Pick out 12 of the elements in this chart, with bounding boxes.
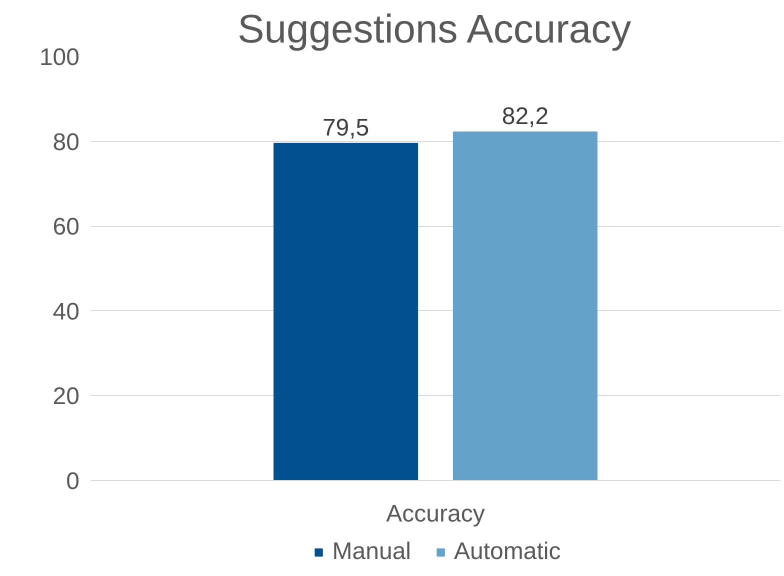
- y-tick-label: 80: [52, 128, 80, 156]
- legend-label: Automatic: [454, 538, 561, 566]
- data-label: 82,2: [502, 102, 549, 130]
- y-tick-label: 20: [52, 383, 80, 410]
- legend-label: Manual: [332, 538, 411, 566]
- y-tick-label: 40: [52, 298, 80, 326]
- chart-title: Suggestions Accuracy: [238, 8, 632, 52]
- y-tick-label: 60: [52, 214, 80, 241]
- y-tick-label: 100: [39, 44, 80, 71]
- y-tick-label: 0: [66, 468, 80, 495]
- x-tick-label: Accuracy: [386, 500, 485, 528]
- data-label: 79,5: [322, 114, 370, 142]
